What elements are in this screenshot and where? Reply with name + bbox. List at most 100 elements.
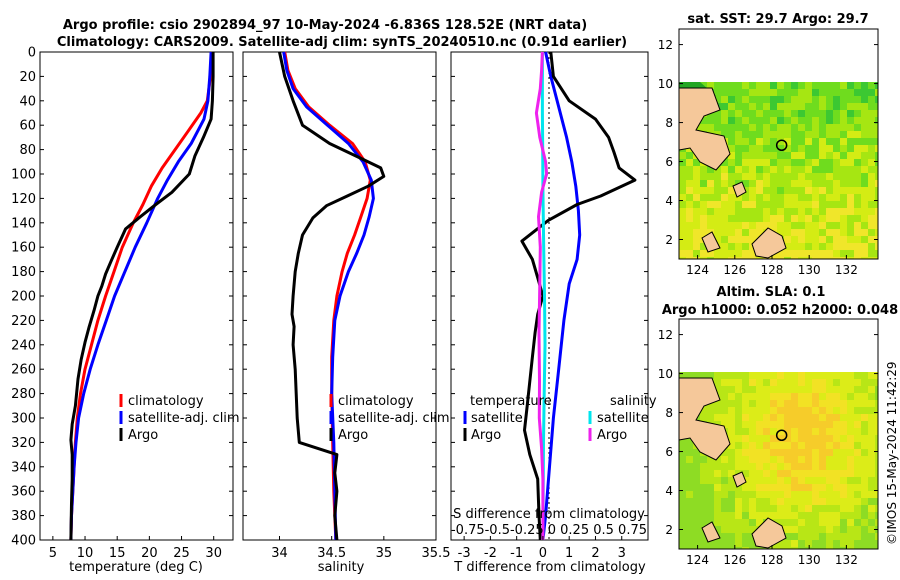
field-cell [868, 435, 875, 442]
y-tick-label: 220 [11, 314, 36, 329]
field-cell [833, 512, 840, 519]
field-cell [819, 477, 826, 484]
field-cell [854, 477, 861, 484]
field-cell [868, 82, 875, 89]
field-cell [784, 470, 791, 477]
field-cell [875, 96, 878, 103]
field-cell [756, 393, 763, 400]
field-cell [826, 250, 833, 257]
field-cell [728, 166, 735, 173]
field-cell [735, 526, 742, 533]
field-cell [721, 547, 728, 549]
field-cell [721, 236, 728, 243]
field-cell [749, 442, 756, 449]
field-cell [742, 372, 749, 379]
field-cell [770, 393, 777, 400]
field-cell [728, 103, 735, 110]
field-cell [742, 421, 749, 428]
field-cell [861, 477, 868, 484]
field-cell [847, 201, 854, 208]
field-cell [679, 194, 686, 201]
field-cell [714, 407, 721, 414]
field-cell [819, 96, 826, 103]
field-cell [812, 180, 819, 187]
field-cell [805, 379, 812, 386]
argo-location-marker [775, 429, 788, 441]
field-cell [805, 463, 812, 470]
x-tick-label: 3 [618, 546, 626, 561]
field-cell [728, 215, 735, 222]
field-cell [742, 166, 749, 173]
field-cell [847, 257, 854, 259]
field-cell [735, 124, 742, 131]
field-cell [728, 400, 735, 407]
field-cell [819, 131, 826, 138]
field-cell [693, 180, 700, 187]
field-cell [742, 173, 749, 180]
field-cell [798, 89, 805, 96]
field-cell [861, 250, 868, 257]
field-cell [805, 180, 812, 187]
field-cell [714, 208, 721, 215]
field-cell [735, 491, 742, 498]
field-cell [749, 456, 756, 463]
field-cell [679, 442, 686, 449]
field-cell [742, 215, 749, 222]
field-cell [679, 372, 686, 379]
field-cell [875, 519, 878, 526]
field-cell [749, 173, 756, 180]
field-cell [784, 526, 791, 533]
field-cell [791, 442, 798, 449]
field-cell [798, 519, 805, 526]
field-cell [840, 407, 847, 414]
field-cell [840, 152, 847, 159]
field-cell [784, 519, 791, 526]
field-cell [728, 243, 735, 250]
field-cell [742, 533, 749, 540]
field-cell [833, 526, 840, 533]
sla-map-axes [678, 318, 879, 550]
field-cell [728, 533, 735, 540]
field-cell [805, 393, 812, 400]
field-cell [840, 372, 847, 379]
field-cell [749, 236, 756, 243]
field-cell [854, 152, 861, 159]
field-cell [763, 145, 770, 152]
field-cell [679, 243, 686, 250]
field-cell [798, 470, 805, 477]
field-cell [735, 194, 742, 201]
field-cell [742, 484, 749, 491]
series-line-satellite-adj-clim [69, 51, 213, 541]
field-cell [840, 180, 847, 187]
field-cell [833, 257, 840, 259]
field-cell [777, 215, 784, 222]
field-cell [742, 96, 749, 103]
field-cell [770, 421, 777, 428]
field-cell [854, 379, 861, 386]
field-cell [798, 449, 805, 456]
field-cell [791, 124, 798, 131]
field-cell [693, 526, 700, 533]
field-cell [728, 442, 735, 449]
field-cell [875, 173, 878, 180]
field-cell [819, 250, 826, 257]
field-cell [679, 498, 686, 505]
field-cell [742, 208, 749, 215]
field-cell [693, 194, 700, 201]
sla-island [701, 521, 721, 543]
y-tick-label: 80 [19, 143, 36, 158]
field-cell [714, 166, 721, 173]
field-cell [784, 124, 791, 131]
field-cell [700, 456, 707, 463]
field-cell [686, 201, 693, 208]
field-cell [854, 173, 861, 180]
field-cell [679, 257, 686, 259]
field-cell [770, 470, 777, 477]
field-cell [700, 463, 707, 470]
field-cell [791, 138, 798, 145]
field-cell [714, 456, 721, 463]
field-cell [700, 222, 707, 229]
field-cell [791, 407, 798, 414]
field-cell [714, 215, 721, 222]
field-cell [791, 236, 798, 243]
